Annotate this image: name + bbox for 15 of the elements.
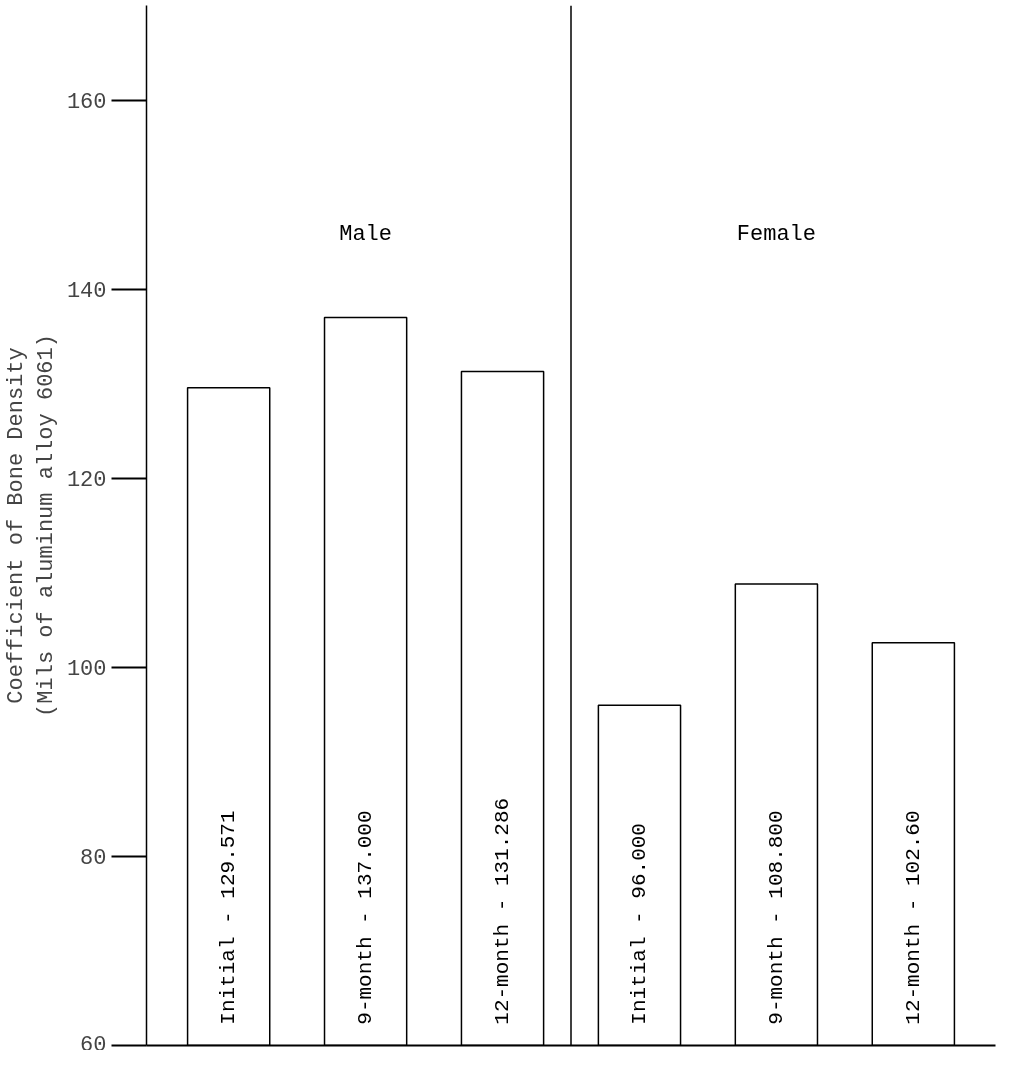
annotation: Female	[736, 221, 817, 247]
y-tick-label: 100	[66, 656, 107, 682]
category-label: 12-month - 131.286	[491, 797, 515, 1025]
y-tick-label: 80	[80, 845, 107, 871]
y-axis-title: Coefficient of Bone Density (Mils of aluminum alloy 6061)	[3, 334, 59, 717]
y-tick-label: 120	[66, 467, 107, 493]
y-tick-label: 60	[80, 1032, 107, 1058]
category-label: Initial - 96.000	[627, 823, 651, 1025]
category-label: Initial - 129.571	[217, 810, 241, 1025]
annotation: Male	[339, 221, 392, 247]
category-label: 9-month - 108.800	[764, 810, 788, 1025]
y-tick-label: 160	[66, 89, 107, 115]
category-label: 9-month - 137.000	[354, 810, 378, 1025]
category-label: 12-month - 102.60	[901, 810, 925, 1025]
y-tick-label: 140	[66, 278, 107, 304]
